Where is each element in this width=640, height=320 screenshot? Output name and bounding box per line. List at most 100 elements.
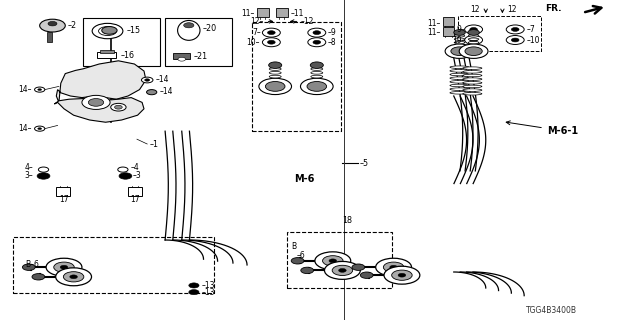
Text: –12: –12 — [301, 17, 314, 26]
Circle shape — [511, 38, 519, 42]
Circle shape — [323, 256, 343, 266]
Circle shape — [291, 258, 304, 264]
Text: –14: –14 — [160, 87, 173, 96]
Ellipse shape — [468, 38, 479, 40]
Circle shape — [352, 264, 365, 270]
Ellipse shape — [311, 68, 323, 70]
Circle shape — [324, 261, 360, 279]
Circle shape — [360, 272, 373, 278]
Bar — [97, 52, 116, 58]
Ellipse shape — [178, 20, 200, 40]
Circle shape — [63, 272, 84, 282]
Ellipse shape — [463, 92, 482, 95]
Circle shape — [118, 167, 128, 172]
Circle shape — [268, 31, 275, 35]
Text: B: B — [291, 242, 296, 251]
Circle shape — [468, 30, 479, 36]
Bar — [47, 32, 52, 42]
Ellipse shape — [450, 77, 469, 79]
Text: –5: –5 — [360, 159, 369, 168]
Circle shape — [259, 78, 292, 95]
Circle shape — [307, 82, 326, 91]
Text: 12: 12 — [508, 5, 517, 14]
Text: –9: –9 — [328, 28, 337, 37]
Ellipse shape — [468, 35, 479, 37]
Circle shape — [189, 283, 199, 288]
Text: 11–: 11– — [427, 28, 440, 37]
Ellipse shape — [468, 41, 479, 44]
Circle shape — [470, 38, 477, 42]
Ellipse shape — [269, 75, 281, 78]
Ellipse shape — [463, 67, 482, 69]
Text: –8: –8 — [328, 38, 336, 47]
Circle shape — [184, 23, 194, 28]
Ellipse shape — [463, 85, 482, 88]
Circle shape — [384, 266, 420, 284]
Circle shape — [141, 77, 153, 83]
Ellipse shape — [450, 73, 469, 76]
Text: –3: –3 — [133, 171, 142, 180]
Ellipse shape — [463, 78, 482, 80]
Circle shape — [445, 44, 474, 59]
Ellipse shape — [269, 71, 281, 74]
Circle shape — [454, 30, 465, 36]
Circle shape — [465, 25, 483, 34]
Text: –15: –15 — [127, 26, 141, 35]
Circle shape — [111, 103, 126, 111]
Circle shape — [70, 275, 77, 279]
Circle shape — [48, 21, 57, 26]
Ellipse shape — [450, 84, 469, 87]
Circle shape — [329, 259, 337, 263]
Ellipse shape — [454, 35, 465, 37]
Circle shape — [262, 28, 280, 37]
Bar — [128, 187, 142, 196]
Circle shape — [308, 28, 326, 37]
Circle shape — [147, 90, 157, 95]
Text: 19–: 19– — [452, 36, 465, 44]
Circle shape — [178, 57, 186, 61]
Ellipse shape — [311, 71, 323, 74]
Ellipse shape — [450, 81, 469, 83]
Ellipse shape — [463, 74, 482, 77]
Circle shape — [189, 290, 199, 295]
Bar — [443, 27, 454, 36]
Circle shape — [145, 79, 150, 81]
Text: 4–: 4– — [24, 163, 33, 172]
Text: –13: –13 — [202, 281, 215, 290]
Circle shape — [37, 173, 50, 179]
Circle shape — [506, 36, 524, 44]
Text: TGG4B3400B: TGG4B3400B — [526, 306, 577, 315]
Ellipse shape — [450, 69, 469, 72]
Circle shape — [268, 40, 275, 44]
Text: 12–: 12– — [250, 17, 264, 26]
Text: 3–: 3– — [24, 171, 33, 180]
Text: –6: –6 — [296, 252, 305, 260]
Circle shape — [40, 19, 65, 32]
Bar — [56, 187, 70, 196]
Circle shape — [115, 105, 122, 109]
Text: 18: 18 — [342, 216, 353, 225]
Bar — [443, 17, 454, 26]
Text: –2: –2 — [68, 21, 77, 30]
Text: –4: –4 — [131, 163, 140, 172]
Circle shape — [511, 28, 519, 31]
Circle shape — [315, 252, 351, 270]
Circle shape — [506, 25, 524, 34]
Ellipse shape — [454, 38, 465, 40]
Circle shape — [38, 128, 42, 130]
Polygon shape — [56, 61, 146, 102]
Text: –20: –20 — [203, 24, 217, 33]
Circle shape — [313, 40, 321, 44]
Text: –7: –7 — [527, 25, 536, 34]
Circle shape — [465, 36, 483, 44]
Circle shape — [32, 274, 45, 280]
Circle shape — [262, 38, 280, 47]
Ellipse shape — [269, 68, 281, 70]
Circle shape — [269, 62, 282, 68]
Ellipse shape — [463, 89, 482, 92]
Ellipse shape — [450, 66, 469, 68]
Polygon shape — [54, 98, 144, 122]
Ellipse shape — [463, 70, 482, 73]
Bar — [13, 237, 214, 293]
Circle shape — [99, 27, 116, 36]
